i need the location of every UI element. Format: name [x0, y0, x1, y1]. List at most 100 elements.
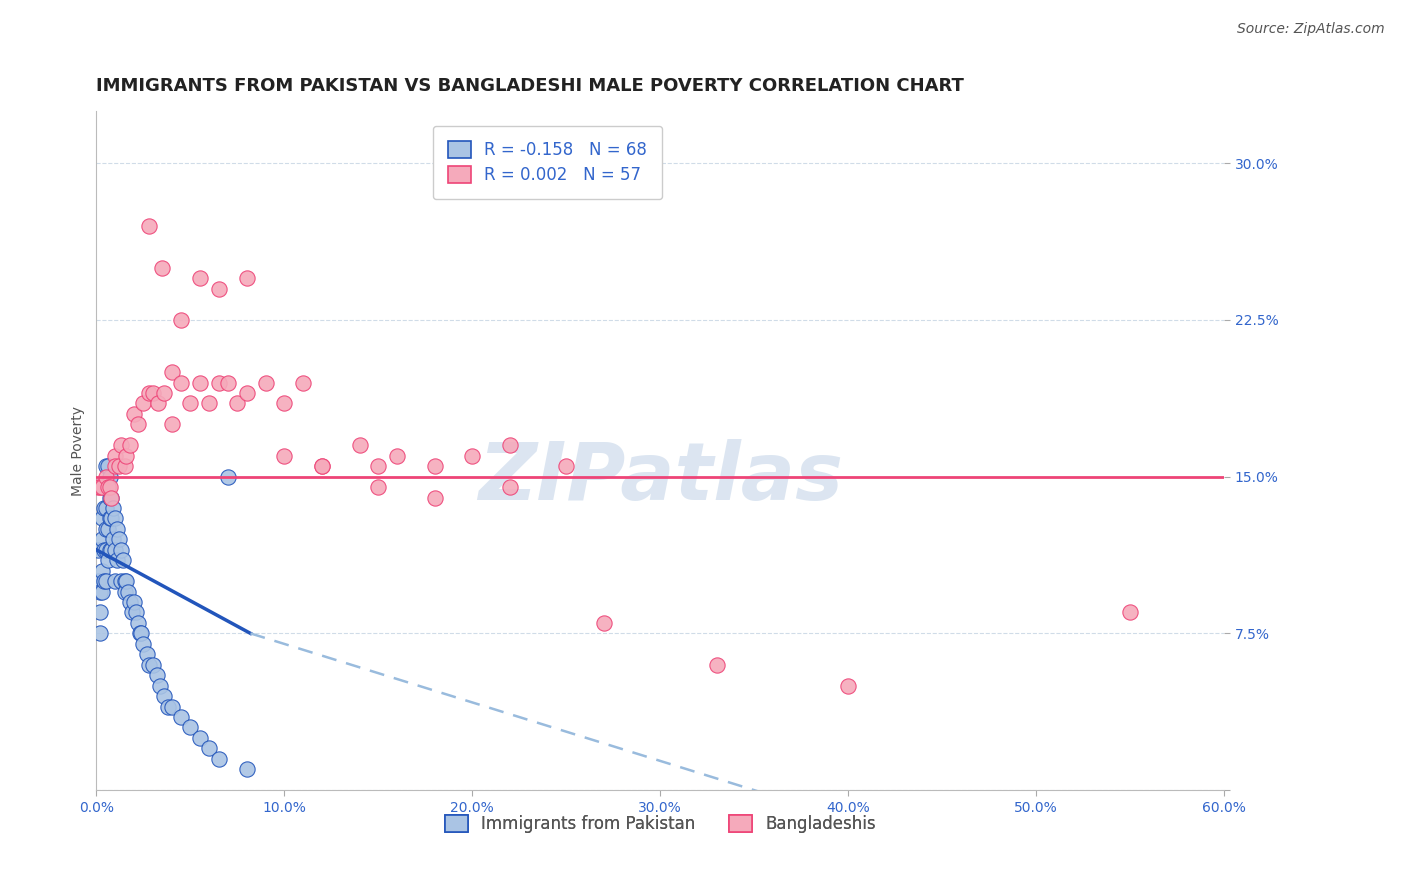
Point	[367, 459, 389, 474]
Point	[114, 459, 136, 474]
Point	[138, 386, 160, 401]
Point	[292, 376, 315, 390]
Point	[105, 522, 128, 536]
Point	[131, 626, 153, 640]
Point	[100, 542, 122, 557]
Point	[423, 491, 446, 505]
Point	[110, 542, 132, 557]
Point	[153, 689, 176, 703]
Point	[153, 386, 176, 401]
Point	[105, 553, 128, 567]
Text: ZIPatlas: ZIPatlas	[478, 439, 842, 516]
Point	[125, 606, 148, 620]
Point	[555, 459, 578, 474]
Point	[91, 564, 114, 578]
Point	[273, 396, 295, 410]
Point	[97, 480, 120, 494]
Point	[367, 480, 389, 494]
Point	[217, 469, 239, 483]
Point	[93, 542, 115, 557]
Point	[114, 584, 136, 599]
Point	[89, 626, 111, 640]
Point	[110, 438, 132, 452]
Point	[98, 469, 121, 483]
Point	[110, 574, 132, 589]
Point	[150, 260, 173, 275]
Point	[104, 459, 127, 474]
Point	[104, 449, 127, 463]
Point	[100, 491, 122, 505]
Point	[97, 553, 120, 567]
Point	[127, 615, 149, 630]
Point	[423, 459, 446, 474]
Point	[499, 480, 522, 494]
Point	[156, 699, 179, 714]
Point	[87, 480, 110, 494]
Point	[142, 386, 165, 401]
Point	[108, 459, 131, 474]
Point	[89, 584, 111, 599]
Point	[103, 533, 125, 547]
Point	[593, 615, 616, 630]
Point	[91, 480, 114, 494]
Point	[94, 542, 117, 557]
Point	[235, 386, 257, 401]
Point	[91, 511, 114, 525]
Point	[97, 459, 120, 474]
Point	[160, 417, 183, 432]
Point	[120, 438, 142, 452]
Point	[226, 396, 249, 410]
Point	[128, 626, 150, 640]
Point	[97, 480, 120, 494]
Point	[179, 721, 201, 735]
Point	[132, 396, 155, 410]
Point	[145, 668, 167, 682]
Point	[89, 606, 111, 620]
Point	[94, 459, 117, 474]
Point	[385, 449, 408, 463]
Point	[104, 542, 127, 557]
Point	[188, 271, 211, 285]
Point	[160, 699, 183, 714]
Point	[198, 741, 221, 756]
Point	[111, 553, 134, 567]
Point	[98, 542, 121, 557]
Point	[117, 584, 139, 599]
Point	[198, 396, 221, 410]
Point	[837, 679, 859, 693]
Point	[93, 480, 115, 494]
Point	[93, 574, 115, 589]
Point	[127, 417, 149, 432]
Point	[104, 574, 127, 589]
Point	[160, 365, 183, 379]
Point	[311, 459, 333, 474]
Point	[98, 480, 121, 494]
Point	[94, 480, 117, 494]
Point	[461, 449, 484, 463]
Point	[122, 407, 145, 421]
Point	[136, 648, 159, 662]
Point	[188, 376, 211, 390]
Point	[148, 396, 170, 410]
Point	[132, 637, 155, 651]
Point	[188, 731, 211, 745]
Point	[100, 491, 122, 505]
Point	[217, 376, 239, 390]
Point	[91, 533, 114, 547]
Point	[273, 449, 295, 463]
Point	[87, 574, 110, 589]
Point	[100, 511, 122, 525]
Point	[235, 762, 257, 776]
Point	[170, 376, 193, 390]
Point	[254, 376, 277, 390]
Point	[311, 459, 333, 474]
Point	[94, 522, 117, 536]
Point	[94, 500, 117, 515]
Point	[98, 511, 121, 525]
Text: Source: ZipAtlas.com: Source: ZipAtlas.com	[1237, 22, 1385, 37]
Point	[91, 584, 114, 599]
Point	[138, 219, 160, 233]
Point	[93, 500, 115, 515]
Point	[706, 657, 728, 672]
Point	[120, 595, 142, 609]
